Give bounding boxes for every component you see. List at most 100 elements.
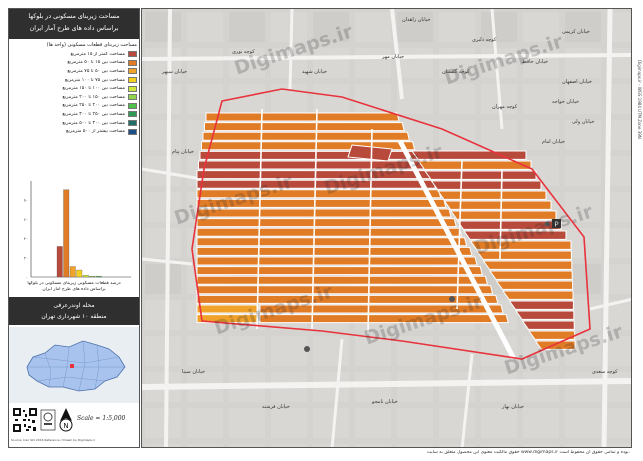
legend-label: مساحت بین ۷۵ تا ۱۰۰ مترمربع (64, 77, 125, 83)
background-block (229, 408, 265, 438)
background-block (397, 444, 433, 447)
background-block (313, 12, 349, 42)
scale-row: N Scale = 1:5,000 (9, 405, 139, 437)
street-label: خیابان زاهدان (402, 17, 431, 23)
legend-item: مساحت کمتر از ۱۵ مترمربع (13, 50, 137, 59)
background-block (523, 48, 559, 78)
background-block (145, 444, 181, 447)
legend-item: مساحت بیشتر از ۵۰۰ مترمربع (13, 127, 137, 136)
study-area-boundary (191, 88, 591, 360)
street-label: کوچه نوری (232, 49, 255, 55)
title-line-1: مساحت زیربنای مسکونی در بلوکها (28, 13, 120, 20)
background-block (313, 48, 349, 78)
background-street (589, 297, 631, 311)
background-block (397, 48, 433, 78)
background-street (142, 167, 203, 181)
legend-item: مساحت بین ۷۵ تا ۱۰۰ مترمربع (13, 76, 137, 85)
background-block (565, 156, 601, 186)
parcel-block (521, 320, 575, 330)
background-street (288, 9, 294, 90)
parcel-block (259, 304, 504, 314)
background-block (313, 84, 349, 114)
street-label: خیابان بهار (502, 404, 524, 410)
north-arrow-icon: N (59, 408, 73, 432)
legend-swatch (128, 120, 137, 127)
region-name: محله اوندرعرفی (53, 302, 95, 309)
background-block (313, 336, 349, 366)
histogram-bar (56, 246, 63, 278)
qr-code-icon (12, 407, 38, 433)
background-block (565, 84, 601, 114)
background-block (481, 12, 517, 42)
legend-swatch (128, 77, 137, 84)
parcel-block (495, 280, 574, 290)
parcel-block (196, 189, 442, 199)
parcel-block (196, 218, 457, 228)
legend-list: مساحت کمتر از ۱۵ مترمربع مساحت بین ۱۵ تا … (13, 50, 137, 136)
parcel-block (424, 170, 537, 180)
parcel-block (204, 122, 405, 132)
background-block (355, 84, 391, 114)
background-street (142, 257, 193, 266)
histogram-caption: درصد قطعات مسکونی زیربنای مسکونی در بلوک… (11, 281, 137, 293)
background-block (523, 84, 559, 114)
street-label: خیابان پیام (172, 149, 194, 155)
parcel-block (196, 237, 468, 247)
background-block (271, 12, 307, 42)
region-district: منطقه ۱۰ شهرداری تهران (41, 313, 107, 320)
legend-swatch (128, 94, 137, 101)
street-label: خیابان کریمی (562, 29, 590, 35)
parcel-block (502, 290, 574, 300)
parcel-block (196, 266, 483, 276)
parcel-block (443, 200, 552, 210)
background-block (565, 192, 601, 222)
histogram-y-tick: ۶۰ (24, 217, 28, 222)
street-label: خیابان مهر (382, 54, 405, 60)
legend-item: مساحت بین ۲۵۰ تا ۳۰۰ مترمربع (13, 110, 137, 119)
background-block (271, 336, 307, 366)
background-block (229, 12, 265, 42)
background-block (355, 336, 391, 366)
legend-swatch (128, 59, 137, 66)
street-label: خیابان اصفهان (562, 79, 592, 85)
background-block (145, 192, 181, 222)
parcel-block (489, 270, 573, 280)
background-block (523, 120, 559, 150)
background-block (397, 372, 433, 402)
background-street (142, 378, 631, 390)
diagonal-road (397, 139, 517, 361)
parcel-block (196, 294, 499, 304)
street-label: کوچه سعدی (592, 369, 618, 375)
parcel-block (347, 144, 393, 162)
background-block (523, 408, 559, 438)
histogram-y-tick: ۰ (26, 275, 28, 280)
background-block (481, 120, 517, 150)
street-label: خیابان نامجو (372, 399, 398, 405)
background-block (481, 48, 517, 78)
background-block (481, 372, 517, 402)
legend-swatch (128, 68, 137, 75)
legend-item: مساحت بین ۱۵ تا ۵۰ مترمربع (13, 59, 137, 68)
parcel-block (196, 227, 463, 237)
parcel-block (482, 260, 573, 270)
background-block (439, 444, 475, 447)
parcel-block (430, 180, 542, 190)
background-block (607, 228, 631, 258)
lane (311, 108, 318, 330)
legend-item: مساحت بین ۳۰۰ تا ۵۰۰ مترمربع (13, 119, 137, 128)
background-block (439, 408, 475, 438)
poi-marker-3 (544, 221, 550, 227)
background-block (313, 408, 349, 438)
svg-text:P: P (554, 221, 558, 229)
map-title: مساحت زیربنای مسکونی در بلوکها براساس دا… (9, 9, 139, 39)
histogram-bar (95, 275, 102, 278)
background-block (145, 408, 181, 438)
legend-label: مساحت بین ۱۵ تا ۵۰ مترمربع (67, 60, 125, 66)
legend-item: مساحت بین ۲۰۰ تا ۲۵۰ مترمربع (13, 102, 137, 111)
background-block (565, 120, 601, 150)
histogram-y-tick: ۴۰ (24, 236, 28, 241)
legend-item: مساحت بین ۱۰۰ تا ۱۵۰ مترمربع (13, 84, 137, 93)
background-block (355, 48, 391, 78)
main-map[interactable]: P خیابان زاهدان کوچه دلبری خیابان کریمی خیا… (141, 8, 632, 448)
background-street (142, 53, 631, 61)
